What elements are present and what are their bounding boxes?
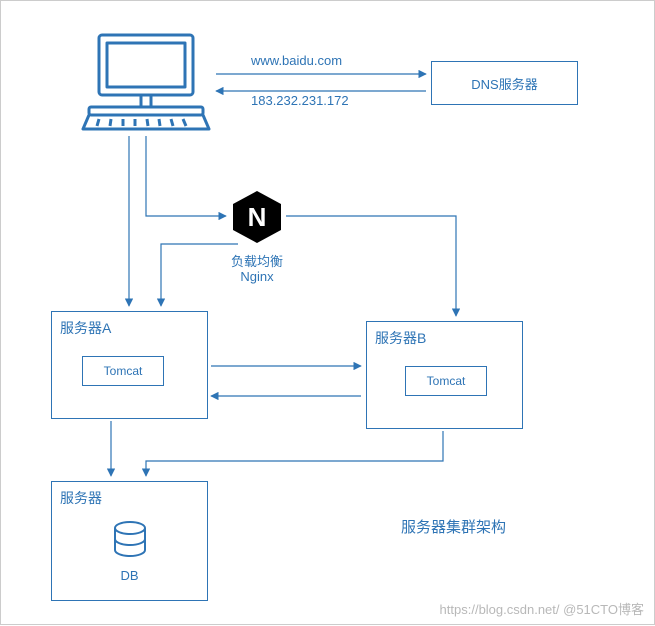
edge-client-nginx	[146, 136, 226, 216]
server-a-title: 服务器A	[60, 318, 111, 338]
client-computer-icon	[81, 29, 211, 139]
nginx-label1: 负载均衡	[229, 251, 285, 270]
server-a-node: 服务器A Tomcat	[51, 311, 208, 419]
db-server-node: 服务器 DB	[51, 481, 208, 601]
db-label: DB	[52, 568, 207, 583]
server-b-node: 服务器B Tomcat	[366, 321, 523, 429]
nginx-icon: N	[231, 189, 283, 245]
db-title: 服务器	[60, 488, 102, 508]
database-icon	[110, 520, 150, 560]
edge-label-domain: www.baidu.com	[251, 53, 342, 68]
server-b-title: 服务器B	[375, 328, 426, 348]
edge-nginx-serverB	[286, 216, 456, 316]
watermark-text: https://blog.csdn.net/ @51CTO博客	[440, 599, 644, 618]
diagram-frame: www.baidu.com 183.232.231.172 DNS服务器 N	[0, 0, 655, 625]
dns-server-node: DNS服务器	[431, 61, 578, 105]
edge-serverB-db	[146, 431, 443, 476]
diagram-title: 服务器集群架构	[401, 516, 506, 537]
edge-nginx-serverA	[161, 244, 238, 306]
nginx-label2: Nginx	[229, 269, 285, 284]
svg-text:N: N	[248, 202, 267, 232]
server-b-tomcat: Tomcat	[405, 366, 487, 396]
dns-label: DNS服务器	[471, 74, 537, 93]
server-a-tomcat: Tomcat	[82, 356, 164, 386]
edge-label-ip: 183.232.231.172	[251, 93, 349, 108]
